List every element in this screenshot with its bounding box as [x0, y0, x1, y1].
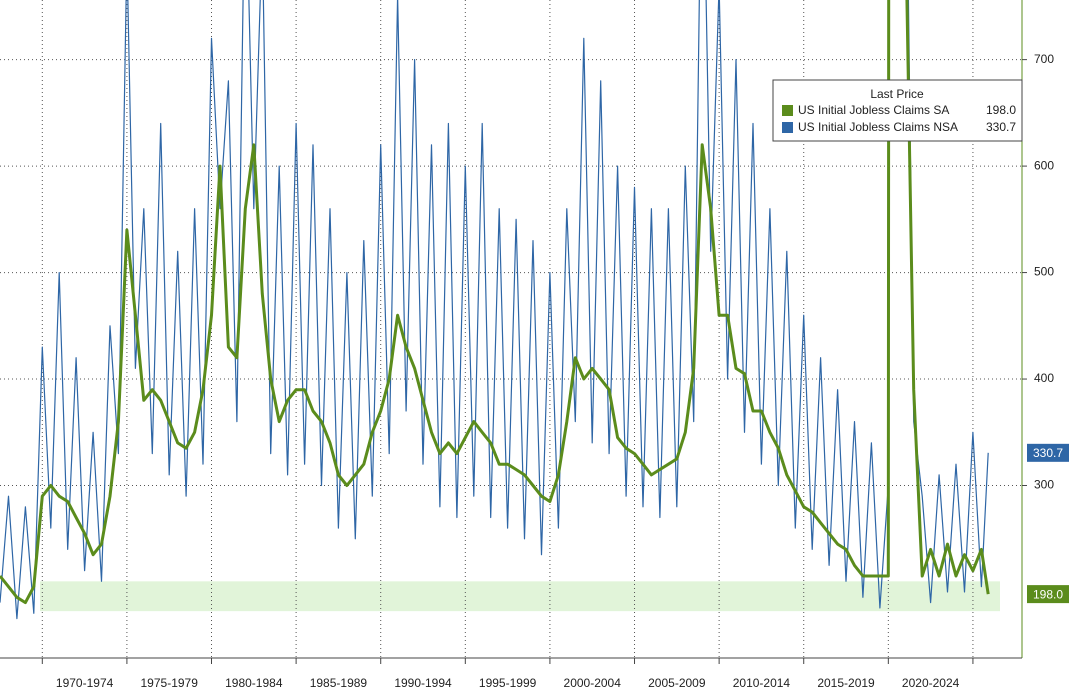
legend: Last Price US Initial Jobless Claims SA 19… — [772, 79, 1023, 142]
y-tick-label: 400 — [1034, 371, 1054, 385]
legend-value: 198.0 — [986, 103, 1016, 117]
x-tick-label: 2015-2019 — [817, 676, 875, 690]
x-tick-label: 2005-2009 — [648, 676, 706, 690]
legend-box — [772, 79, 1023, 142]
tag-box — [1027, 585, 1069, 604]
y-tick-label: 600 — [1034, 158, 1054, 172]
tag-label: 330.7 — [1033, 446, 1063, 460]
legend-title: Last Price — [870, 87, 924, 101]
x-tick-label: 1980-1984 — [225, 676, 283, 690]
x-tick-label: 1990-1994 — [394, 676, 452, 690]
x-tick-label: 1975-1979 — [141, 676, 199, 690]
x-tick-label: 1995-1999 — [479, 676, 537, 690]
tag-box — [1027, 443, 1069, 462]
legend-swatch — [782, 122, 793, 133]
x-tick-label: 1985-1989 — [310, 676, 368, 690]
series-line — [0, 0, 989, 620]
legend-value: 330.7 — [986, 120, 1016, 134]
x-tick-label: 1970-1974 — [56, 676, 114, 690]
x-tick-label: 2020-2024 — [902, 676, 960, 690]
last-price-tag: 330.7 — [1027, 443, 1069, 462]
plot-area — [0, 0, 990, 620]
last-price-tag: 198.0 — [1027, 585, 1069, 604]
legend-label: US Initial Jobless Claims SA — [798, 103, 949, 117]
x-tick-label: 2000-2004 — [564, 676, 622, 690]
series-line — [0, 0, 990, 605]
highlight-band — [40, 581, 1000, 612]
y-tick-label: 500 — [1034, 265, 1054, 279]
y-tick-label: 700 — [1034, 52, 1054, 66]
y-tick-label: 300 — [1034, 478, 1054, 492]
x-tick-label: 2010-2014 — [733, 676, 791, 690]
legend-swatch — [782, 105, 793, 116]
tag-label: 198.0 — [1033, 587, 1063, 601]
legend-label: US Initial Jobless Claims NSA — [798, 120, 958, 134]
